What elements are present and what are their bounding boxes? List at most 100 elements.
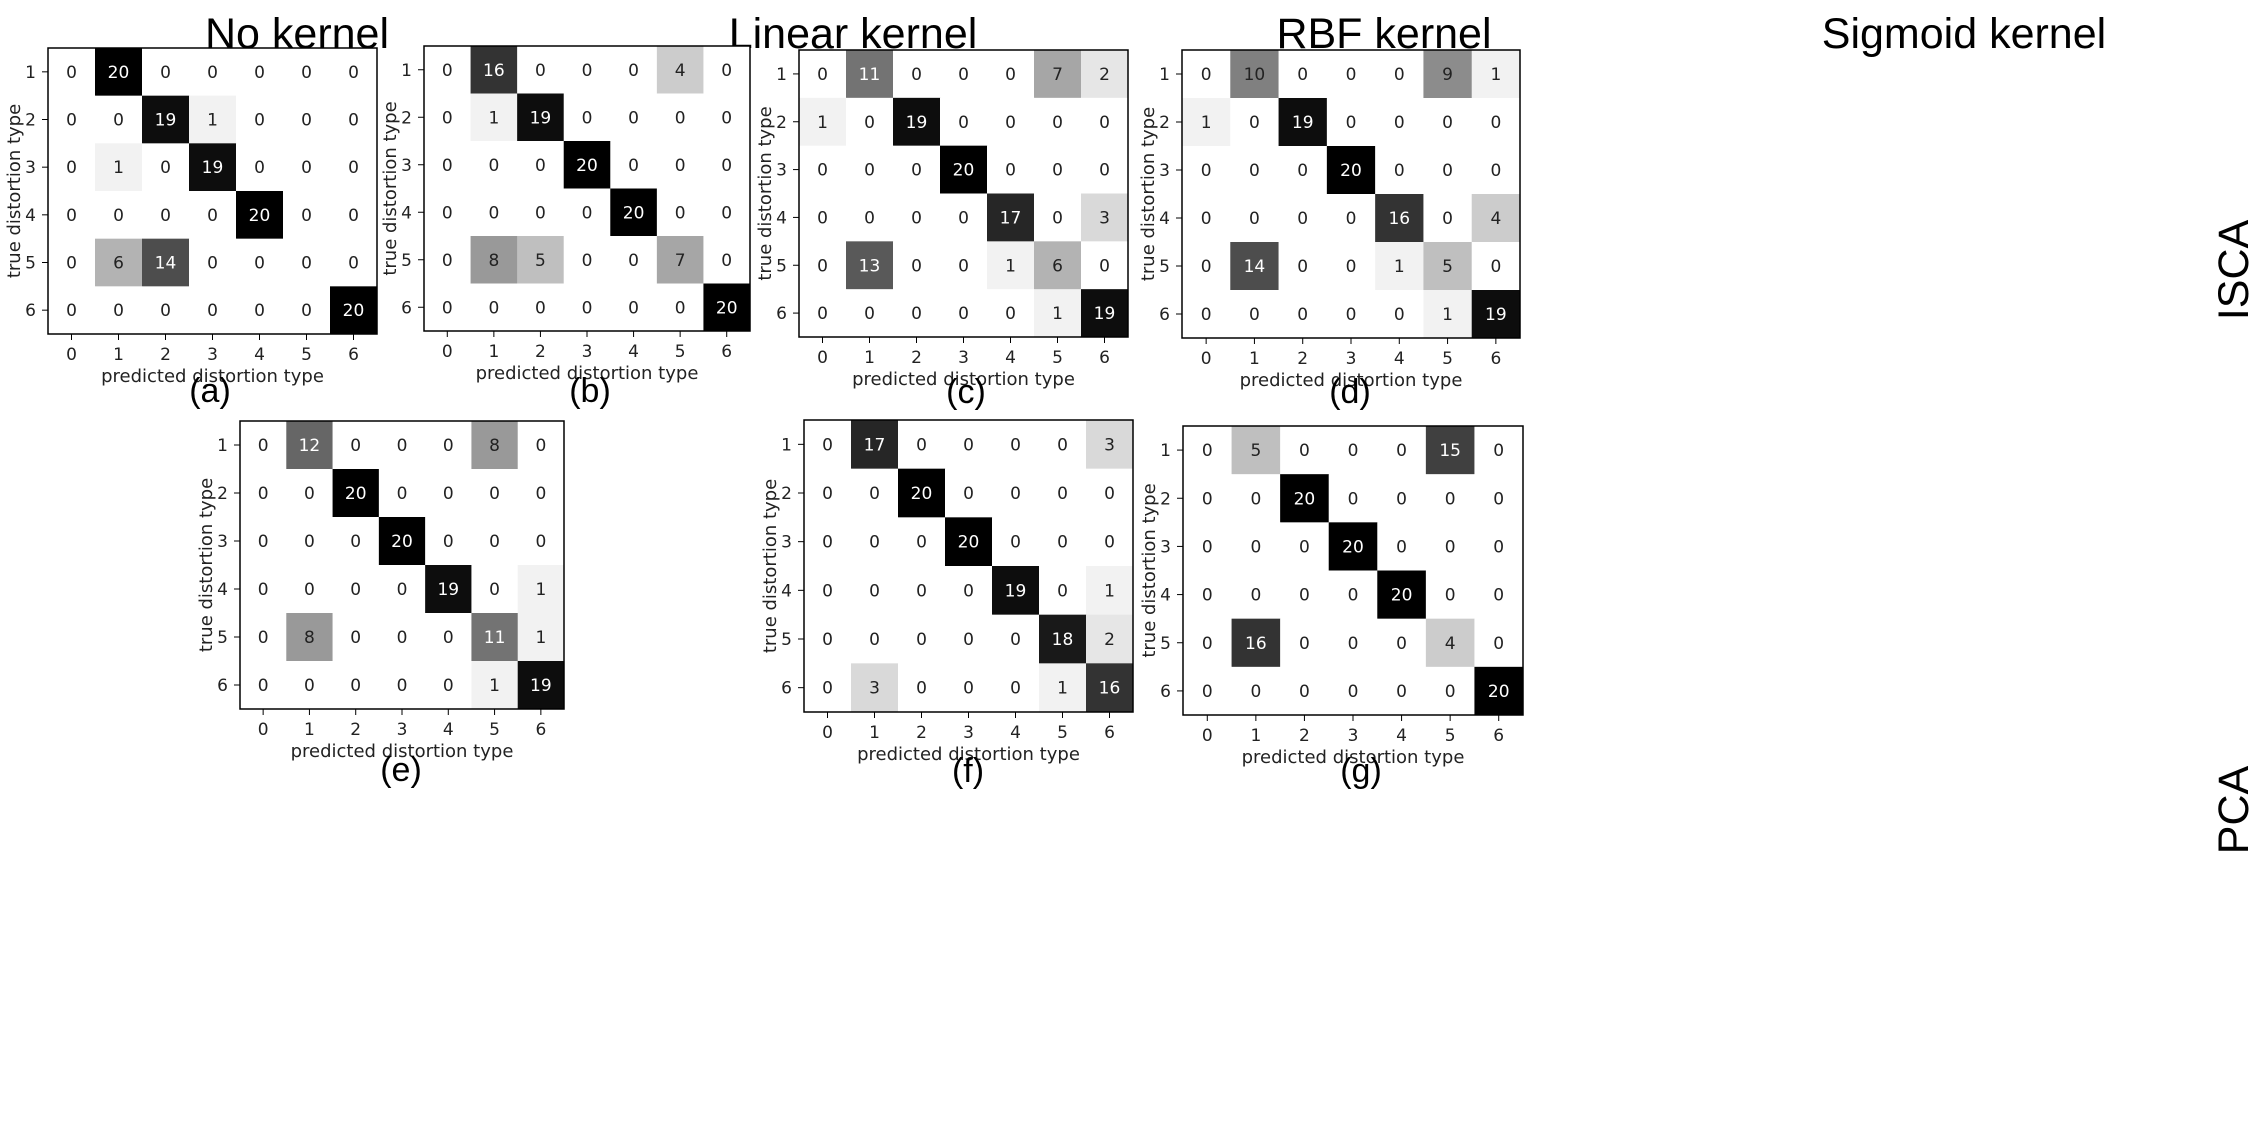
- matrix-cell: [142, 143, 190, 192]
- x-axis-label: predicted distortion type: [291, 741, 514, 762]
- cell-value-label: 0: [582, 251, 593, 271]
- matrix-cell: [189, 48, 237, 96]
- cell-value-label: 0: [66, 206, 77, 226]
- matrix-cell: [1423, 50, 1473, 99]
- cell-value-label: 14: [1244, 257, 1266, 277]
- panel-label: (a): [189, 372, 231, 410]
- cell-value-label: 0: [1396, 634, 1407, 654]
- matrix-cell: [189, 286, 237, 335]
- cell-value-label: 8: [489, 436, 500, 456]
- matrix-cell: [898, 468, 946, 518]
- matrix-cell: [1474, 618, 1524, 668]
- matrix-cell: [898, 614, 946, 664]
- cell-value-label: 0: [1394, 305, 1405, 325]
- cell-value-label: 0: [66, 301, 77, 321]
- y-tick-label: 1: [781, 435, 792, 455]
- cell-value-label: 0: [442, 108, 453, 128]
- matrix-cell: [517, 141, 565, 189]
- y-axis-label: true distortion type: [196, 478, 217, 652]
- cell-value-label: 0: [817, 256, 828, 276]
- cell-value-label: 0: [1250, 537, 1261, 557]
- cell-value-label: 20: [1488, 682, 1510, 702]
- matrix-cell: [286, 661, 333, 710]
- x-tick-label: 2: [535, 342, 546, 362]
- matrix-cell: [945, 614, 993, 664]
- cell-value-label: 0: [963, 435, 974, 455]
- cell-value-label: 0: [1202, 441, 1213, 461]
- cell-value-label: 0: [1297, 257, 1308, 277]
- y-tick-label: 5: [781, 630, 792, 650]
- cell-value-label: 1: [489, 676, 500, 696]
- cell-value-label: 0: [963, 679, 974, 699]
- matrix-cell: [1081, 97, 1129, 146]
- cell-value-label: 0: [1348, 586, 1359, 606]
- cell-value-label: 0: [535, 436, 546, 456]
- matrix-cell: [1230, 194, 1279, 243]
- matrix-cell: [1375, 290, 1424, 339]
- cell-value-label: 0: [721, 108, 732, 128]
- matrix-cell: [1423, 242, 1473, 291]
- matrix-cell: [1471, 146, 1521, 195]
- cell-value-label: 0: [207, 63, 218, 83]
- cell-value-label: 3: [1104, 435, 1115, 455]
- matrix-cell: [945, 517, 993, 567]
- cell-value-label: 0: [258, 532, 269, 552]
- cell-value-label: 0: [1052, 113, 1063, 133]
- cell-value-label: 0: [958, 208, 969, 228]
- cell-value-label: 0: [1348, 682, 1359, 702]
- matrix-cell: [1230, 146, 1279, 195]
- matrix-cell: [424, 141, 471, 189]
- cell-value-label: 0: [1493, 441, 1504, 461]
- cell-value-label: 20: [249, 206, 271, 226]
- cell-value-label: 0: [721, 251, 732, 271]
- cell-value-label: 0: [304, 676, 315, 696]
- cell-value-label: 5: [1442, 257, 1453, 277]
- cell-value-label: 0: [1201, 257, 1212, 277]
- y-tick-label: 4: [776, 208, 787, 228]
- matrix-cell: [1328, 618, 1378, 668]
- x-tick-label: 4: [1396, 726, 1407, 746]
- matrix-cell: [1230, 242, 1279, 291]
- y-tick-label: 5: [1159, 257, 1170, 277]
- cell-value-label: 0: [1202, 537, 1213, 557]
- matrix-cell: [1231, 618, 1281, 668]
- matrix-cell: [286, 565, 333, 614]
- y-tick-label: 1: [25, 63, 36, 83]
- cell-value-label: 0: [1299, 586, 1310, 606]
- cell-value-label: 0: [258, 484, 269, 504]
- matrix-cell: [987, 97, 1035, 146]
- matrix-cell: [1034, 145, 1082, 194]
- x-tick-label: 5: [1057, 723, 1068, 743]
- cell-value-label: 0: [958, 65, 969, 85]
- matrix-cell: [1081, 289, 1129, 338]
- matrix-cell: [1471, 50, 1521, 99]
- matrix-cell: [703, 236, 751, 284]
- cell-value-label: 0: [397, 436, 408, 456]
- matrix-cell: [48, 286, 96, 335]
- matrix-cell: [1474, 570, 1524, 619]
- matrix-cell: [610, 46, 658, 94]
- cell-value-label: 20: [343, 301, 365, 321]
- matrix-cell: [1474, 426, 1524, 475]
- cell-value-label: 1: [1052, 304, 1063, 324]
- cell-value-label: 20: [958, 533, 980, 553]
- cell-value-label: 0: [160, 63, 171, 83]
- matrix-cell: [240, 421, 287, 470]
- matrix-cell: [330, 191, 378, 239]
- cell-value-label: 11: [484, 628, 506, 648]
- y-tick-label: 2: [1159, 113, 1170, 133]
- y-tick-label: 6: [776, 304, 787, 324]
- matrix-cell: [804, 468, 852, 518]
- matrix-cell: [286, 613, 333, 662]
- x-tick-label: 3: [1348, 726, 1359, 746]
- matrix-cell: [1280, 522, 1330, 571]
- matrix-cell: [1326, 98, 1376, 147]
- confusion-matrix-panel: 0 20 0 0 0 0 00 0 19 1 0 0 00 1 0 19 0 0 00 0 0 0 20 0 00 6 14 0 0 0 0…: [4, 47, 378, 410]
- matrix-cell: [1377, 474, 1427, 523]
- cell-value-label: 0: [488, 203, 499, 223]
- matrix-cell: [1039, 566, 1087, 615]
- cell-value-label: 0: [535, 61, 546, 81]
- cell-value-label: 0: [1445, 682, 1456, 702]
- cell-value-label: 0: [963, 581, 974, 601]
- cell-value-label: 0: [160, 301, 171, 321]
